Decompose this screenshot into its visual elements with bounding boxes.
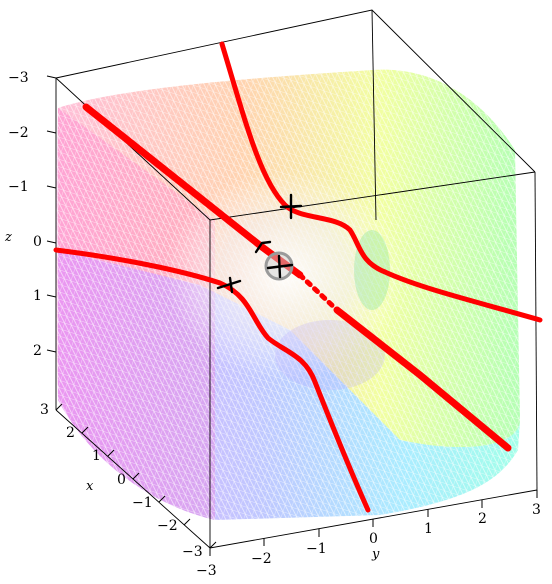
curve-bottom-branch — [53, 247, 371, 513]
markers — [216, 193, 303, 294]
curve-top-branch — [219, 41, 543, 323]
y-axis: −3 −2 −1 0 1 2 3 y — [196, 490, 541, 579]
x-tick-label: 3 — [40, 402, 49, 418]
z-tick-label: −3 — [8, 70, 29, 86]
curve-diagonal-gap — [297, 272, 340, 313]
x-tick-label: −3 — [182, 544, 203, 560]
z-tick-label: −2 — [8, 125, 29, 141]
y-tick-label: 1 — [424, 521, 433, 537]
z-tick-label: 0 — [33, 234, 42, 250]
y-tick-label: 3 — [532, 502, 541, 518]
x-tick-label: 1 — [92, 448, 101, 464]
y-tick-label: −3 — [196, 563, 217, 579]
y-tick-label: −2 — [251, 551, 272, 567]
y-tick-label: −1 — [306, 541, 327, 557]
x-axis: 3 2 1 0 −1 −2 −3 x — [40, 402, 217, 560]
marker-center — [264, 251, 294, 281]
marker-left — [216, 276, 242, 294]
surface — [50, 60, 525, 525]
x-axis-label: x — [86, 479, 94, 494]
curve-diagonal-lower — [333, 306, 512, 452]
y-tick-label: 0 — [369, 531, 378, 547]
x-tick-label: −1 — [132, 495, 153, 511]
x-tick-label: 2 — [66, 425, 75, 441]
z-axis: −3 −2 −1 0 1 2 z — [4, 70, 57, 359]
marker-arrow — [254, 240, 272, 254]
z-tick-label: 2 — [33, 343, 42, 359]
marker-top — [279, 193, 303, 220]
surface-funnel-shade — [275, 320, 385, 390]
y-tick-label: 2 — [478, 511, 487, 527]
x-tick-label: 0 — [117, 472, 126, 488]
z-tick-label: −1 — [8, 179, 29, 195]
y-axis-label: y — [371, 547, 380, 562]
z-tick-label: 1 — [33, 288, 42, 304]
z-axis-label: z — [4, 230, 12, 245]
x-tick-label: −2 — [157, 518, 178, 534]
